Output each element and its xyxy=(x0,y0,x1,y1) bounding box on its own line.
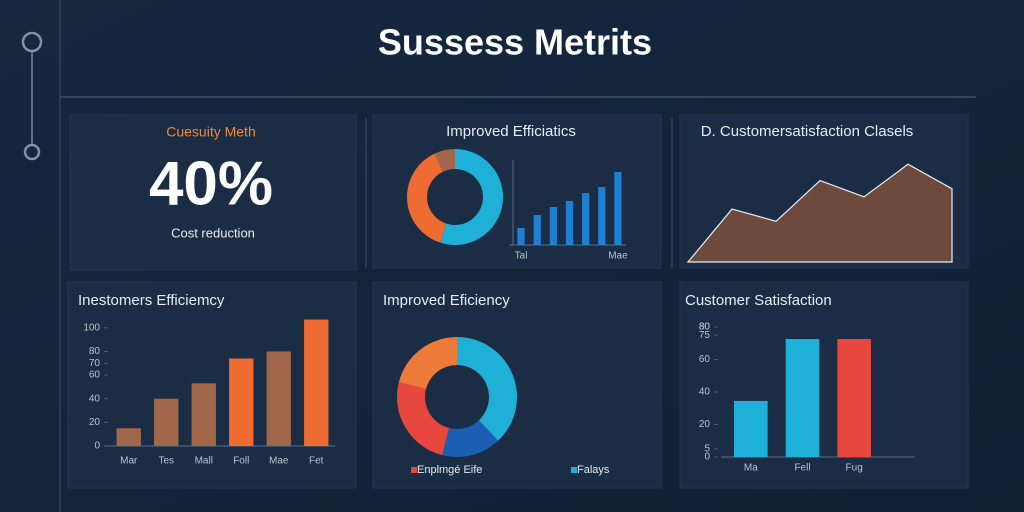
y-tick-label: 20 xyxy=(89,417,101,428)
x-tick-label: Tes xyxy=(158,456,174,467)
donut-slice xyxy=(457,337,517,441)
bar xyxy=(266,351,291,446)
page-title: Sussess Metrits xyxy=(378,22,652,63)
bar xyxy=(837,339,871,457)
bar xyxy=(785,339,820,457)
donut-slice xyxy=(397,382,450,456)
y-tick-label: 0 xyxy=(704,452,710,463)
legend-label: Falays xyxy=(577,464,610,476)
bar xyxy=(304,319,329,446)
bar xyxy=(734,400,768,457)
chart-title: D. Customersatisfaction Clasels xyxy=(701,123,914,140)
sidebar-node[interactable] xyxy=(21,31,43,53)
kpi-label: Cuesuity Meth xyxy=(166,124,255,140)
y-tick-label: 75 xyxy=(699,330,711,341)
y-tick-label: 60 xyxy=(699,354,711,365)
bar xyxy=(533,215,541,245)
x-tick-label: Mae xyxy=(608,251,628,262)
y-tick-label: 40 xyxy=(699,387,711,398)
x-tick-label: Fug xyxy=(846,463,863,474)
x-tick-label: Ma xyxy=(744,463,758,474)
legend-label: Enplmgé Eife xyxy=(417,464,482,476)
bar xyxy=(191,383,216,446)
y-tick-label: 0 xyxy=(94,441,100,452)
kpi-caption: Cost reduction xyxy=(171,225,255,240)
x-tick-label: Fell xyxy=(794,463,810,474)
donut-slice xyxy=(398,337,457,390)
chart-title: Inestomers Efficiemcy xyxy=(78,292,225,309)
bar xyxy=(614,172,622,245)
bar xyxy=(598,187,606,245)
kpi-value: 40% xyxy=(149,149,273,218)
donut-slice xyxy=(434,149,455,172)
sidebar-node[interactable] xyxy=(23,143,41,161)
y-tick-label: 80 xyxy=(699,322,711,333)
chart-title: Improved Efficiatics xyxy=(446,123,576,140)
x-tick-label: Mall xyxy=(195,456,213,467)
bar xyxy=(154,398,179,446)
donut-slice xyxy=(442,420,499,458)
bar xyxy=(582,193,590,245)
x-tick-label: Mar xyxy=(120,456,138,467)
y-tick-label: 40 xyxy=(89,393,101,404)
x-tick-label: Mae xyxy=(269,456,289,467)
bar xyxy=(565,201,574,245)
panel xyxy=(679,281,969,489)
x-tick-label: Tal xyxy=(515,251,528,262)
bar xyxy=(116,428,141,446)
donut-slice xyxy=(440,149,503,245)
area xyxy=(686,163,953,263)
y-tick-label: 60 xyxy=(89,370,101,381)
y-tick-label: 20 xyxy=(699,419,711,430)
chart-title: Improved Eficiency xyxy=(383,292,510,309)
bar xyxy=(517,228,525,245)
y-tick-label: 80 xyxy=(89,346,101,357)
legend-swatch xyxy=(571,467,577,473)
bar xyxy=(229,358,254,446)
y-tick-label: 80 xyxy=(699,322,711,333)
y-tick-label: 70 xyxy=(89,358,101,369)
x-tick-label: Fet xyxy=(309,456,324,467)
chart-title: Customer Satisfaction xyxy=(685,292,832,309)
legend-swatch xyxy=(411,467,417,473)
panel xyxy=(69,114,357,271)
y-tick-label: 5 xyxy=(704,444,710,455)
y-tick-label: 100 xyxy=(83,322,100,333)
donut-slice xyxy=(407,153,447,243)
bar xyxy=(549,207,557,245)
x-tick-label: Foll xyxy=(233,456,249,467)
